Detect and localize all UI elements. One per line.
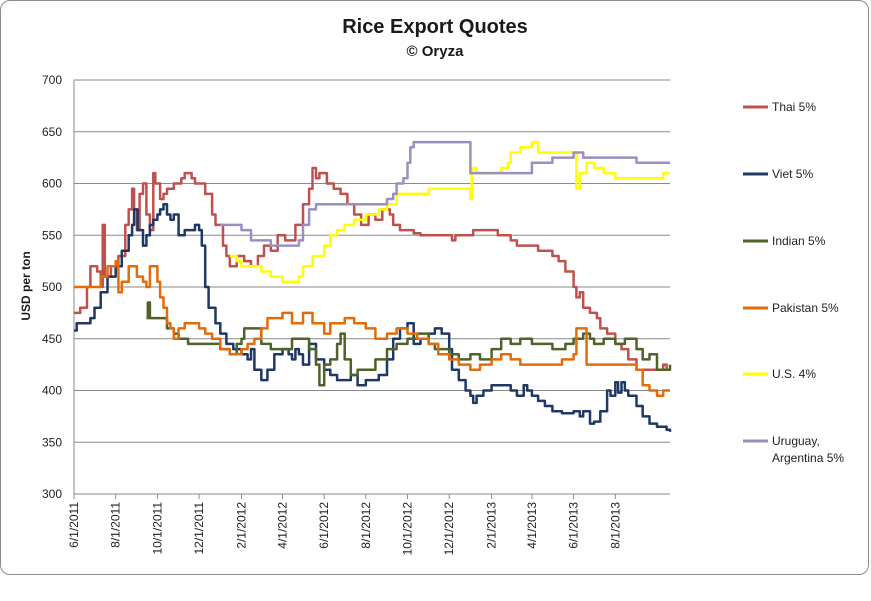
x-tick-label: 6/1/2012 — [317, 502, 331, 549]
series-line-uruguay-argentina-5 — [220, 140, 670, 247]
y-axis-label: USD per ton — [19, 251, 33, 320]
x-tick-label: 10/1/2011 — [150, 502, 164, 555]
chart-subtitle: © Oryza — [407, 43, 465, 60]
x-tick-label: 12/1/2012 — [442, 502, 456, 556]
legend-label: U.S. 4% — [772, 367, 816, 381]
x-tick-label: 8/1/2012 — [359, 502, 373, 549]
y-tick-label: 600 — [42, 177, 62, 191]
x-tick-label: 12/1/2011 — [192, 502, 206, 555]
x-tick-label: 4/1/2013 — [525, 502, 539, 549]
x-tick-label: 2/1/2013 — [485, 502, 499, 549]
series-line-u-s-4 — [229, 140, 670, 284]
x-tick-label: 2/1/2012 — [234, 502, 248, 549]
series-line-indian-5 — [146, 301, 672, 387]
x-tick-label: 8/1/2013 — [608, 502, 622, 549]
legend-label: Thai 5% — [772, 100, 816, 114]
legend-label: Uruguay, Argentina 5% — [772, 434, 844, 465]
y-tick-label: 650 — [42, 125, 62, 139]
y-tick-label: 350 — [42, 435, 62, 449]
chart-title: Rice Export Quotes — [342, 16, 528, 38]
x-tick-label: 6/1/2013 — [567, 502, 581, 549]
x-tick-label: 10/1/2012 — [401, 502, 415, 556]
x-tick-label: 4/1/2012 — [275, 502, 289, 549]
x-tick-label: 8/1/2011 — [109, 502, 123, 548]
series-layer — [74, 140, 672, 432]
y-tick-label: 700 — [42, 73, 62, 87]
y-tick-label: 400 — [42, 384, 62, 398]
series-line-thai-5 — [74, 166, 670, 372]
legend-label: Pakistan 5% — [772, 301, 839, 315]
legend: Thai 5% Viet 5% Indian 5% Pakistan 5% U.S. 4… — [743, 100, 844, 465]
y-tick-label: 550 — [42, 228, 62, 242]
y-tick-label: 500 — [42, 280, 62, 294]
series-line-viet-5 — [74, 202, 672, 432]
gridlines — [74, 79, 670, 443]
series-line-pakistan-5 — [74, 259, 670, 397]
y-tick-label: 450 — [42, 332, 62, 346]
legend-label: Indian 5% — [772, 234, 826, 248]
x-tick-label: 6/1/2011 — [67, 502, 81, 548]
legend-label: Viet 5% — [772, 167, 813, 181]
y-tick-label: 300 — [42, 487, 62, 501]
axes: 300 350 400 450 500 550 600 650 700 6/1/2011 8/1/2… — [42, 73, 670, 555]
